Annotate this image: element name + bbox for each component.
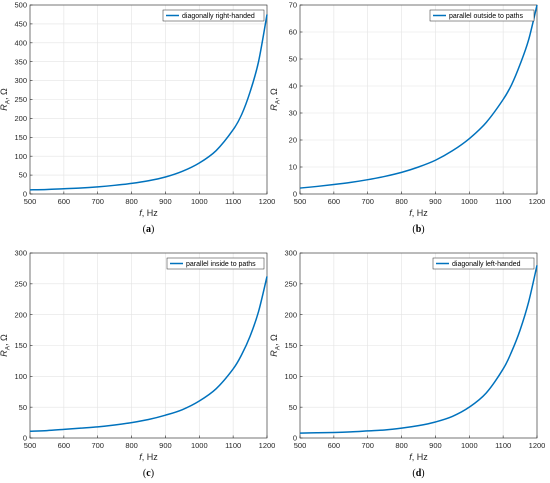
y-tick-label: 200	[14, 310, 27, 319]
legend-box	[166, 257, 265, 270]
x-tick-label: 500	[294, 197, 307, 206]
series-line	[299, 265, 538, 434]
y-tick-label: 40	[289, 82, 297, 91]
x-tick-label: 600	[328, 197, 341, 206]
x-tick-label: 1000	[461, 197, 478, 206]
x-tick-label: 500	[24, 197, 37, 206]
y-tick-label: 10	[289, 163, 297, 172]
y-tick-label: 50	[289, 403, 297, 412]
chart-panel-2: 500 600 700 800 900 1000 1100 1200 0 10 20 30 40 50 60…	[269, 1, 545, 235]
x-tick-label: 1000	[191, 441, 208, 450]
x-tick-label: 1100	[495, 441, 511, 450]
x-tick-label: 900	[159, 441, 172, 450]
y-tick-label: 70	[289, 1, 297, 10]
x-tick-label: 500	[24, 441, 37, 450]
y-tick-label: 50	[19, 403, 27, 412]
y-tick-label: 150	[14, 133, 27, 142]
legend-label: diagonally right-handed	[182, 13, 255, 20]
legend: parallel outside to paths	[429, 9, 535, 22]
x-tick-label: 1100	[495, 197, 511, 206]
series-line	[29, 14, 268, 191]
y-tick-label: 0	[293, 434, 297, 443]
axes-frame	[299, 4, 538, 195]
x-tick-label: 900	[429, 441, 442, 450]
y-tick-label: 200	[284, 310, 297, 319]
x-tick-label: 1200	[529, 197, 546, 206]
y-tick-label: 200	[14, 114, 27, 123]
y-tick-label: 450	[14, 20, 27, 29]
panel-caption: (c)	[143, 468, 154, 479]
legend: diagonally left-handed	[432, 257, 535, 270]
legend: parallel inside to paths	[166, 257, 265, 270]
x-tick-label: 1100	[225, 197, 241, 206]
x-tick-label: 800	[125, 197, 138, 206]
panel-caption: (a)	[143, 224, 155, 235]
y-tick-label: 400	[14, 38, 27, 47]
legend-box	[432, 257, 535, 270]
x-tick-label: 700	[91, 441, 104, 450]
y-tick-label: 60	[289, 28, 297, 37]
x-tick-label: 800	[395, 197, 408, 206]
y-tick-label: 100	[284, 372, 297, 381]
legend: diagonally right-handed	[162, 9, 265, 22]
series-line	[299, 4, 538, 189]
panel-caption: (b)	[412, 224, 424, 235]
x-tick-label: 900	[429, 197, 442, 206]
chart-panel-3: 500 600 700 800 900 1000 1100 1200 0 50 100 150 200 2…	[0, 249, 275, 479]
y-tick-label: 150	[14, 341, 27, 350]
legend-label: parallel outside to paths	[449, 13, 523, 20]
x-tick-label: 1200	[259, 441, 276, 450]
x-tick-label: 700	[91, 197, 104, 206]
y-axis-label: RA, Ω	[269, 88, 282, 111]
y-tick-label: 250	[14, 279, 27, 288]
x-tick-label: 1000	[191, 197, 208, 206]
y-tick-label: 300	[14, 76, 27, 85]
x-axis-label: f, Hz	[409, 208, 428, 218]
y-tick-label: 300	[14, 249, 27, 258]
y-tick-label: 0	[23, 434, 27, 443]
x-tick-label: 1000	[461, 441, 478, 450]
y-tick-label: 100	[14, 152, 27, 161]
y-tick-label: 150	[284, 341, 297, 350]
y-tick-label: 50	[289, 55, 297, 64]
x-tick-label: 700	[361, 197, 374, 206]
x-tick-label: 600	[58, 197, 71, 206]
chart-panel-1: 500 600 700 800 900 1000 1100 1200 0 50 100 150 200 2…	[0, 1, 275, 235]
x-tick-label: 1200	[529, 441, 546, 450]
series-line	[29, 276, 268, 432]
y-tick-label: 50	[19, 171, 27, 180]
x-tick-label: 900	[159, 197, 172, 206]
y-tick-label: 20	[289, 136, 297, 145]
y-tick-label: 250	[284, 279, 297, 288]
y-tick-label: 30	[289, 109, 297, 118]
y-tick-label: 250	[14, 95, 27, 104]
x-axis-label: f, Hz	[139, 452, 158, 462]
legend-box	[162, 9, 265, 22]
panel-caption: (d)	[412, 468, 424, 479]
y-tick-label: 350	[14, 57, 27, 66]
legend-label: parallel inside to paths	[186, 261, 256, 268]
x-tick-label: 500	[294, 441, 307, 450]
chart-panel-4: 500 600 700 800 900 1000 1100 1200 0 50 100 150 200 2…	[269, 249, 545, 479]
x-axis-label: f, Hz	[139, 208, 158, 218]
y-tick-label: 100	[14, 372, 27, 381]
y-tick-label: 500	[14, 1, 27, 10]
x-tick-label: 600	[328, 441, 341, 450]
x-axis-label: f, Hz	[409, 452, 428, 462]
x-tick-label: 800	[395, 441, 408, 450]
y-tick-label: 0	[293, 190, 297, 199]
legend-box	[429, 9, 535, 22]
y-tick-label: 300	[284, 249, 297, 258]
x-tick-label: 600	[58, 441, 71, 450]
y-axis-label: RA, Ω	[269, 334, 282, 357]
y-tick-label: 0	[23, 190, 27, 199]
x-tick-label: 1200	[259, 197, 276, 206]
legend-label: diagonally left-handed	[452, 261, 521, 268]
x-tick-label: 1100	[225, 441, 241, 450]
y-axis-label: RA, Ω	[0, 334, 12, 357]
x-tick-label: 800	[125, 441, 138, 450]
x-tick-label: 700	[361, 441, 374, 450]
y-axis-label: RA, Ω	[0, 88, 12, 111]
